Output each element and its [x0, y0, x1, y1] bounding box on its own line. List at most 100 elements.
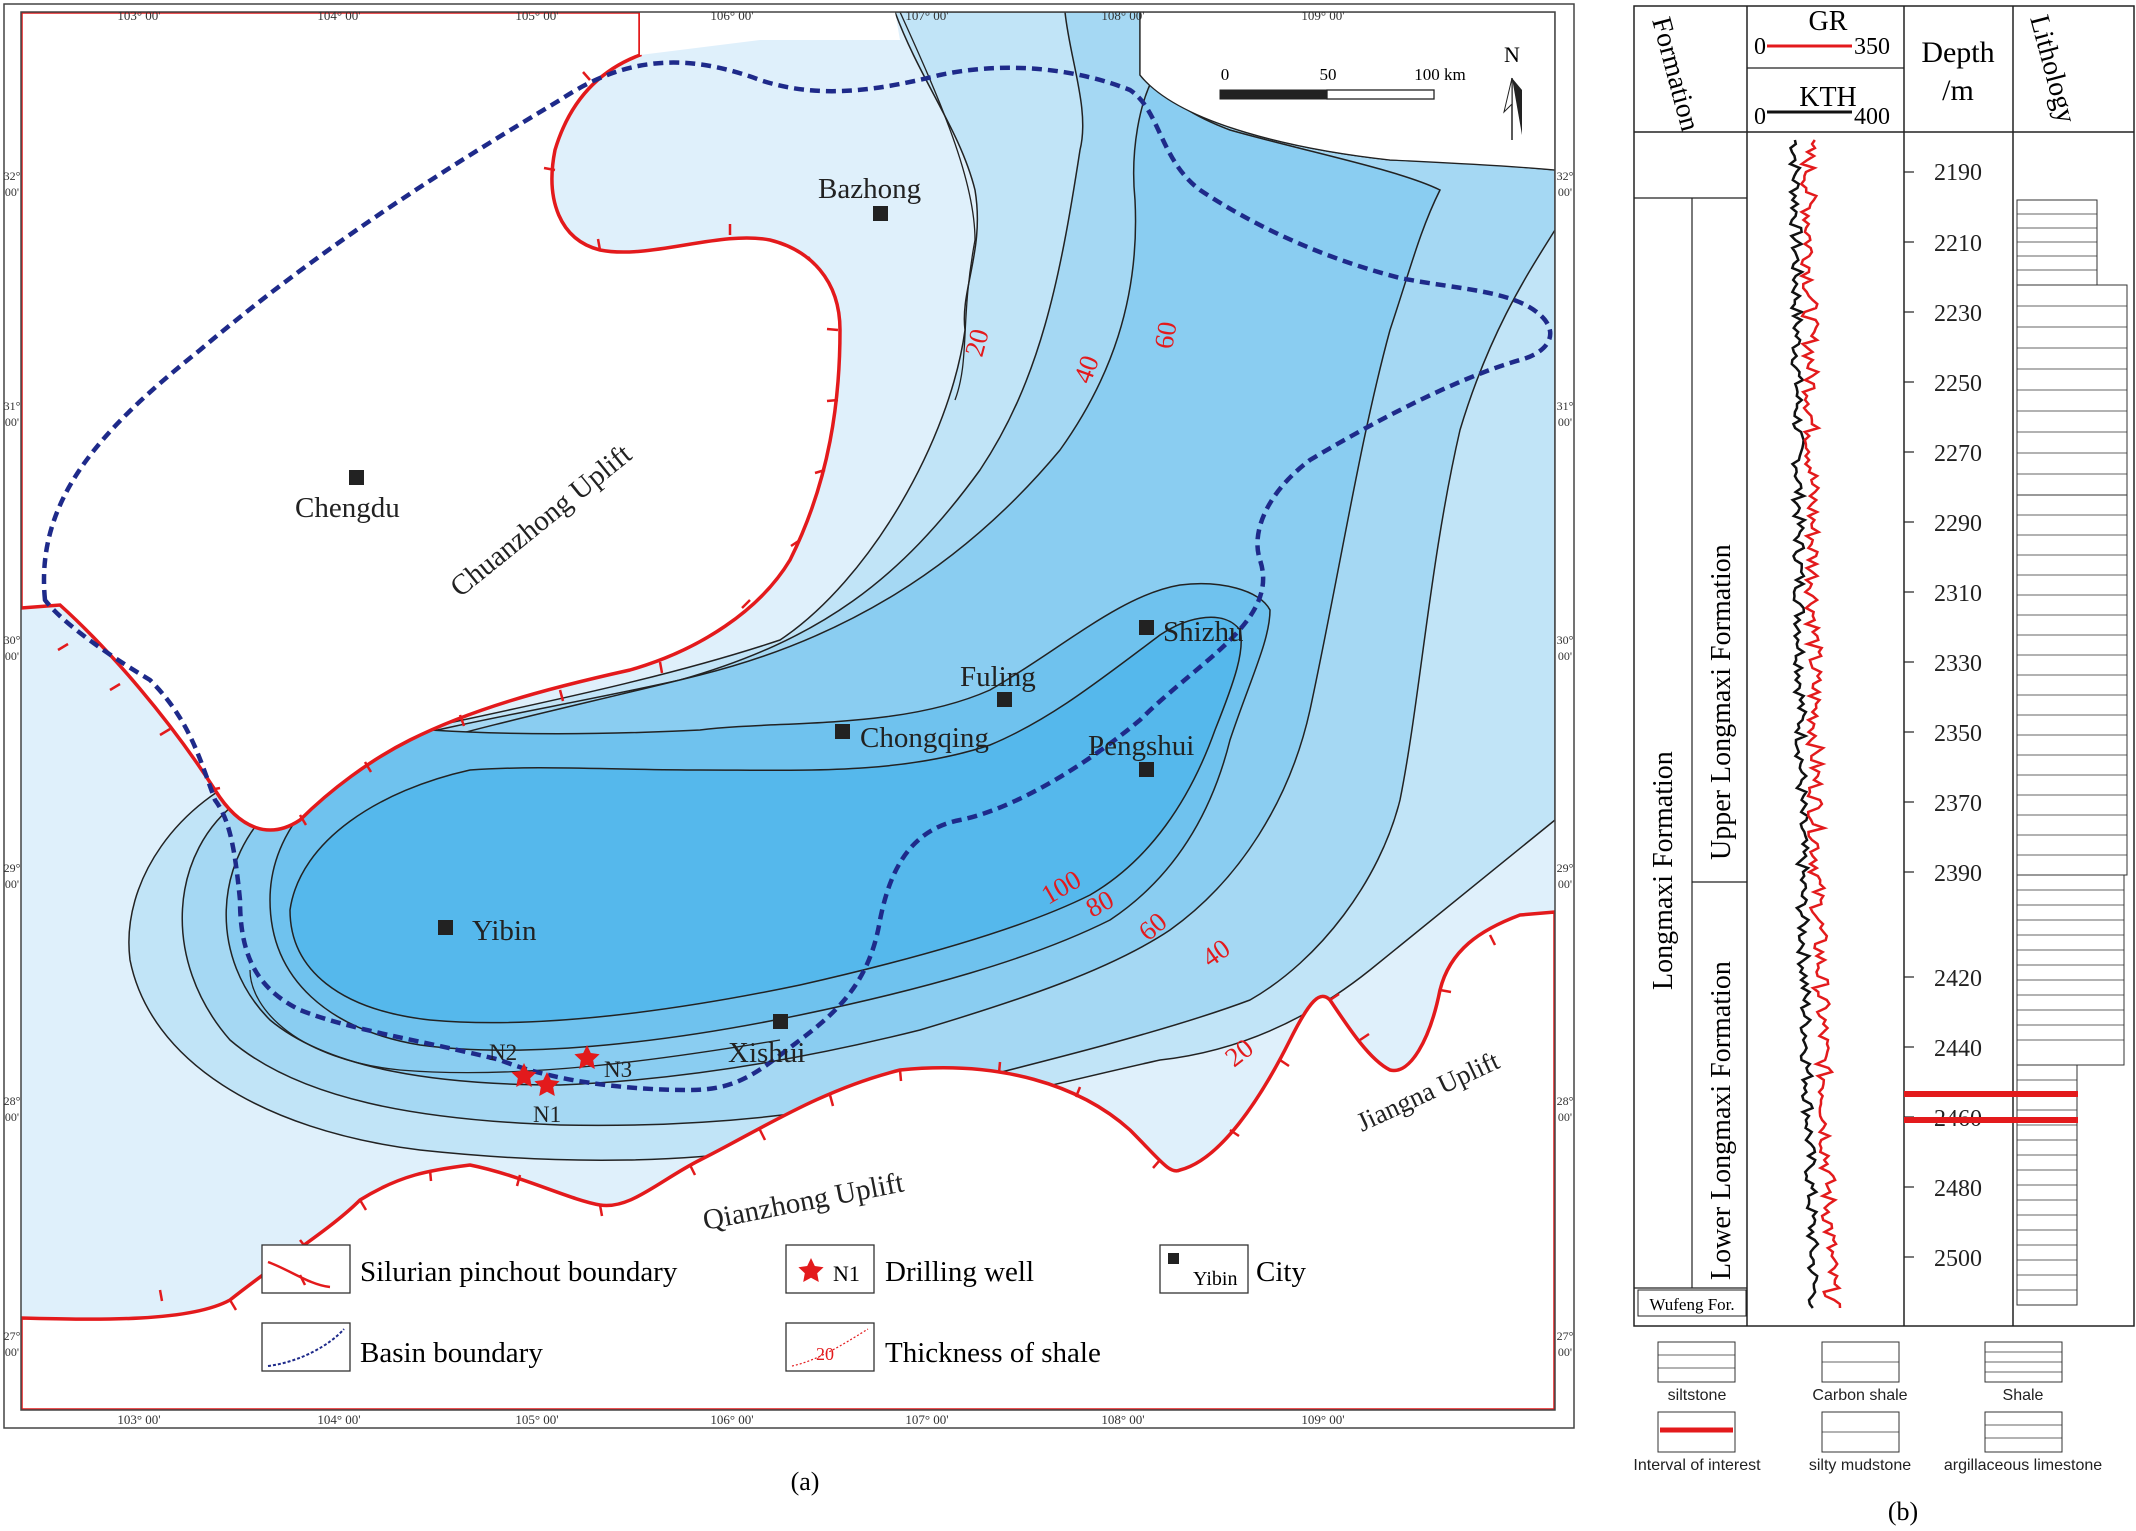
well-star-icon [574, 1045, 600, 1069]
depth-tick: 2420 [1934, 966, 1982, 992]
lith-siltstone [2016, 494, 2128, 876]
depth-tick-marks [1904, 171, 1914, 1258]
map-legend: Silurian pinchout boundary N1 Drilling w… [261, 1244, 1306, 1372]
city-marker-icon [1168, 1253, 1179, 1264]
log-curves [1787, 139, 1842, 1309]
city-marker-icon [835, 724, 850, 739]
latitude-ticks-right: 32° 00' 31° 00' 30° 00' 29° 00' 28° 00' … [1557, 169, 1574, 1359]
lon-tick: 109° 00' [1301, 8, 1344, 23]
city-marker-icon [1139, 762, 1154, 777]
depth-tick: 2480 [1934, 1176, 1982, 1202]
legend-swatch-thickness [785, 1322, 875, 1372]
lon-tick: 106° 00' [710, 8, 753, 23]
well-labels: N1 N2 N3 [489, 1040, 632, 1127]
header-depth: Depth [1921, 36, 1994, 69]
well-label: N3 [604, 1057, 632, 1082]
city-marker-icon [873, 206, 888, 221]
legend-swatch-siltstone [1657, 1341, 1736, 1383]
formation-base: Wufeng For. [1649, 1295, 1734, 1314]
depth-tick: 2210 [1934, 231, 1982, 257]
legend-label-thickness: Thickness of shale [885, 1337, 1101, 1369]
scale-bar: 0 50 100 km [1219, 65, 1466, 100]
lat-tick: 00' [1558, 877, 1572, 891]
lithology-legend: siltstone Carbon shale Shale Interval of… [1633, 1341, 2102, 1474]
header-kth-min: 0 [1754, 104, 1766, 130]
lat-tick: 32° [1557, 169, 1574, 183]
north-label: N [1504, 42, 1520, 67]
longitude-ticks-top: 103° 00' 104° 00' 105° 00' 106° 00' 107°… [117, 8, 1344, 23]
depth-tick: 2500 [1934, 1246, 1982, 1272]
lat-tick: 29° [1557, 861, 1574, 875]
lon-tick: 108° 00' [1101, 1412, 1144, 1427]
well-star-icon [534, 1072, 560, 1096]
gr-curve [1798, 139, 1842, 1309]
city-label: Chongqing [860, 722, 989, 754]
header-gr-min: 0 [1754, 34, 1766, 60]
well-log-panel: Formation GR 0 350 KTH 0 400 Depth /m Li… [1633, 5, 2135, 1526]
city-marker-icon [438, 920, 453, 935]
lat-tick: 30° [1557, 633, 1574, 647]
lat-tick: 00' [5, 185, 19, 199]
legend-label-pinchout: Silurian pinchout boundary [360, 1256, 678, 1288]
depth-tick: 2390 [1934, 861, 1982, 887]
legend-label-shale: Shale [2003, 1387, 2044, 1404]
legend-label-well: Drilling well [885, 1256, 1034, 1288]
legend-swatch-well [785, 1244, 875, 1294]
lat-tick: 31° [1557, 399, 1574, 413]
depth-tick: 2440 [1934, 1036, 1982, 1062]
lon-tick: 104° 00' [317, 8, 360, 23]
depth-tick: 2350 [1934, 721, 1982, 747]
legend-swatch-argillaceous-limestone [1984, 1411, 2063, 1453]
legend-thickness-code: 20 [816, 1344, 834, 1364]
lat-tick: 29° [4, 861, 21, 875]
legend-label-basin: Basin boundary [360, 1337, 543, 1369]
scale-end: 100 km [1414, 65, 1465, 84]
lon-tick: 105° 00' [515, 1412, 558, 1427]
legend-swatch-basin [261, 1322, 351, 1372]
lat-tick: 00' [1558, 1345, 1572, 1359]
panel-b-caption: (b) [1888, 1497, 1918, 1526]
lat-tick: 27° [1557, 1329, 1574, 1343]
lat-tick: 00' [5, 1110, 19, 1124]
kth-curve [1787, 139, 1820, 1309]
depth-tick: 2250 [1934, 371, 1982, 397]
city-marker-icon [997, 692, 1012, 707]
city-markers [349, 206, 1154, 1029]
legend-label-silty-mudstone: silty mudstone [1809, 1457, 1911, 1474]
legend-city-code: Yibin [1193, 1268, 1237, 1290]
lon-tick: 106° 00' [710, 1412, 753, 1427]
lon-tick: 107° 00' [905, 1412, 948, 1427]
depth-tick: 2190 [1934, 160, 1982, 186]
lon-tick: 105° 00' [515, 8, 558, 23]
city-marker-icon [349, 470, 364, 485]
depth-ticks: 2190 2210 2230 2250 2270 2290 2310 2330 … [1934, 160, 1982, 1272]
map-inner-frame [20, 11, 1556, 1411]
lith-silty-mudstone [2016, 874, 2125, 1066]
basin-boundary [41, 60, 1553, 1093]
header-gr: GR [1809, 6, 1848, 37]
depth-tick: 2330 [1934, 651, 1982, 677]
depth-tick: 2270 [1934, 441, 1982, 467]
legend-well-code: N1 [833, 1261, 860, 1286]
city-label: Shizhu [1163, 616, 1244, 648]
formation-upper: Upper Longmaxi Formation [1706, 544, 1737, 860]
legend-label-carbon-shale: Carbon shale [1812, 1387, 1907, 1404]
city-label: Bazhong [818, 173, 921, 205]
city-marker-icon [1139, 620, 1154, 635]
legend-swatch-pinchout [261, 1244, 351, 1294]
map-area [21, 12, 1555, 1410]
lon-tick: 108° 00' [1101, 8, 1144, 23]
contour-line [899, 12, 976, 401]
city-labels: Bazhong Chengdu Chongqing Fuling Shizhu … [295, 173, 1244, 1069]
depth-tick: 2370 [1934, 791, 1982, 817]
depth-tick: 2290 [1934, 511, 1982, 537]
lat-tick: 00' [5, 1345, 19, 1359]
legend-label-interval: Interval of interest [1633, 1457, 1761, 1474]
lon-tick: 107° 00' [905, 8, 948, 23]
lat-tick: 28° [4, 1094, 21, 1108]
city-label: Yibin [472, 915, 537, 947]
lith-siltstone [2016, 199, 2098, 286]
header-gr-max: 350 [1854, 34, 1890, 60]
lithology-column [2016, 199, 2128, 1306]
lat-tick: 00' [5, 415, 19, 429]
